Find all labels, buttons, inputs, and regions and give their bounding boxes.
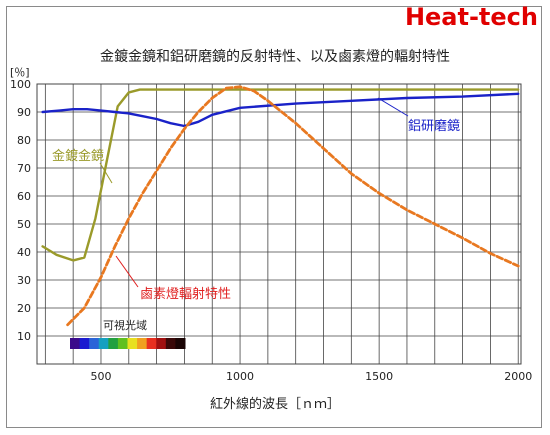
y-tick-label: 40: [17, 246, 31, 259]
x-tick-label: 1000: [226, 370, 254, 383]
y-tick-label: 100: [10, 78, 31, 91]
visible-spectrum-bar: [70, 338, 186, 349]
label-visible-light: 可視光域: [103, 318, 147, 332]
spectrum-segment: [70, 338, 81, 349]
y-tick-label: 80: [17, 134, 31, 147]
x-tick-label: 500: [90, 370, 111, 383]
x-tick-label: 2000: [504, 370, 532, 383]
y-tick-label: 60: [17, 190, 31, 203]
y-tick-label: 90: [17, 106, 31, 119]
spectrum-segment: [127, 338, 138, 349]
brand-logo: Heat-tech: [404, 3, 538, 31]
label-aluminum-mirror: 鋁研磨鏡: [408, 119, 460, 134]
spectrum-segment: [175, 338, 186, 349]
spectrum-segment: [146, 338, 157, 349]
grid: [36, 83, 522, 365]
y-tick-label: 10: [17, 330, 31, 343]
y-tick-label: 70: [17, 162, 31, 175]
leader-aluminum: [377, 97, 409, 117]
leader-halogen: [115, 255, 139, 288]
spectrum-segment: [79, 338, 90, 349]
label-halogen: 鹵素燈輻射特性: [140, 286, 231, 302]
leader-gold: [99, 162, 113, 184]
x-axis-label: 紅外線的波長［ｎｍ］: [209, 397, 340, 412]
spectrum-segment: [117, 338, 128, 349]
y-tick-label: 50: [17, 218, 31, 231]
chart-title: 金鍍金鏡和鋁研磨鏡的反射特性、以及鹵素燈的輻射特性: [100, 49, 450, 65]
series-line-1: [41, 88, 520, 262]
tick-labels: 10 20 30 40 50 60 70 80 90 100 500 1000 1500 2000: [10, 78, 532, 383]
label-gold-mirror: 金鍍金鏡: [52, 148, 104, 164]
spectrum-segment: [137, 338, 148, 349]
x-tick-label: 1500: [365, 370, 393, 383]
series-line-3: [66, 85, 520, 327]
y-tick-label: 30: [17, 274, 31, 287]
series-lines: [41, 85, 520, 327]
y-tick-label: 20: [17, 302, 31, 315]
series-line-2: [41, 92, 520, 128]
spectrum-segment: [156, 338, 167, 349]
spectrum-segment: [108, 338, 119, 349]
spectrum-segment: [98, 338, 109, 349]
spectrum-segment: [165, 338, 176, 349]
y-axis-label: [％]: [10, 66, 30, 79]
spectrum-segment: [89, 338, 100, 349]
